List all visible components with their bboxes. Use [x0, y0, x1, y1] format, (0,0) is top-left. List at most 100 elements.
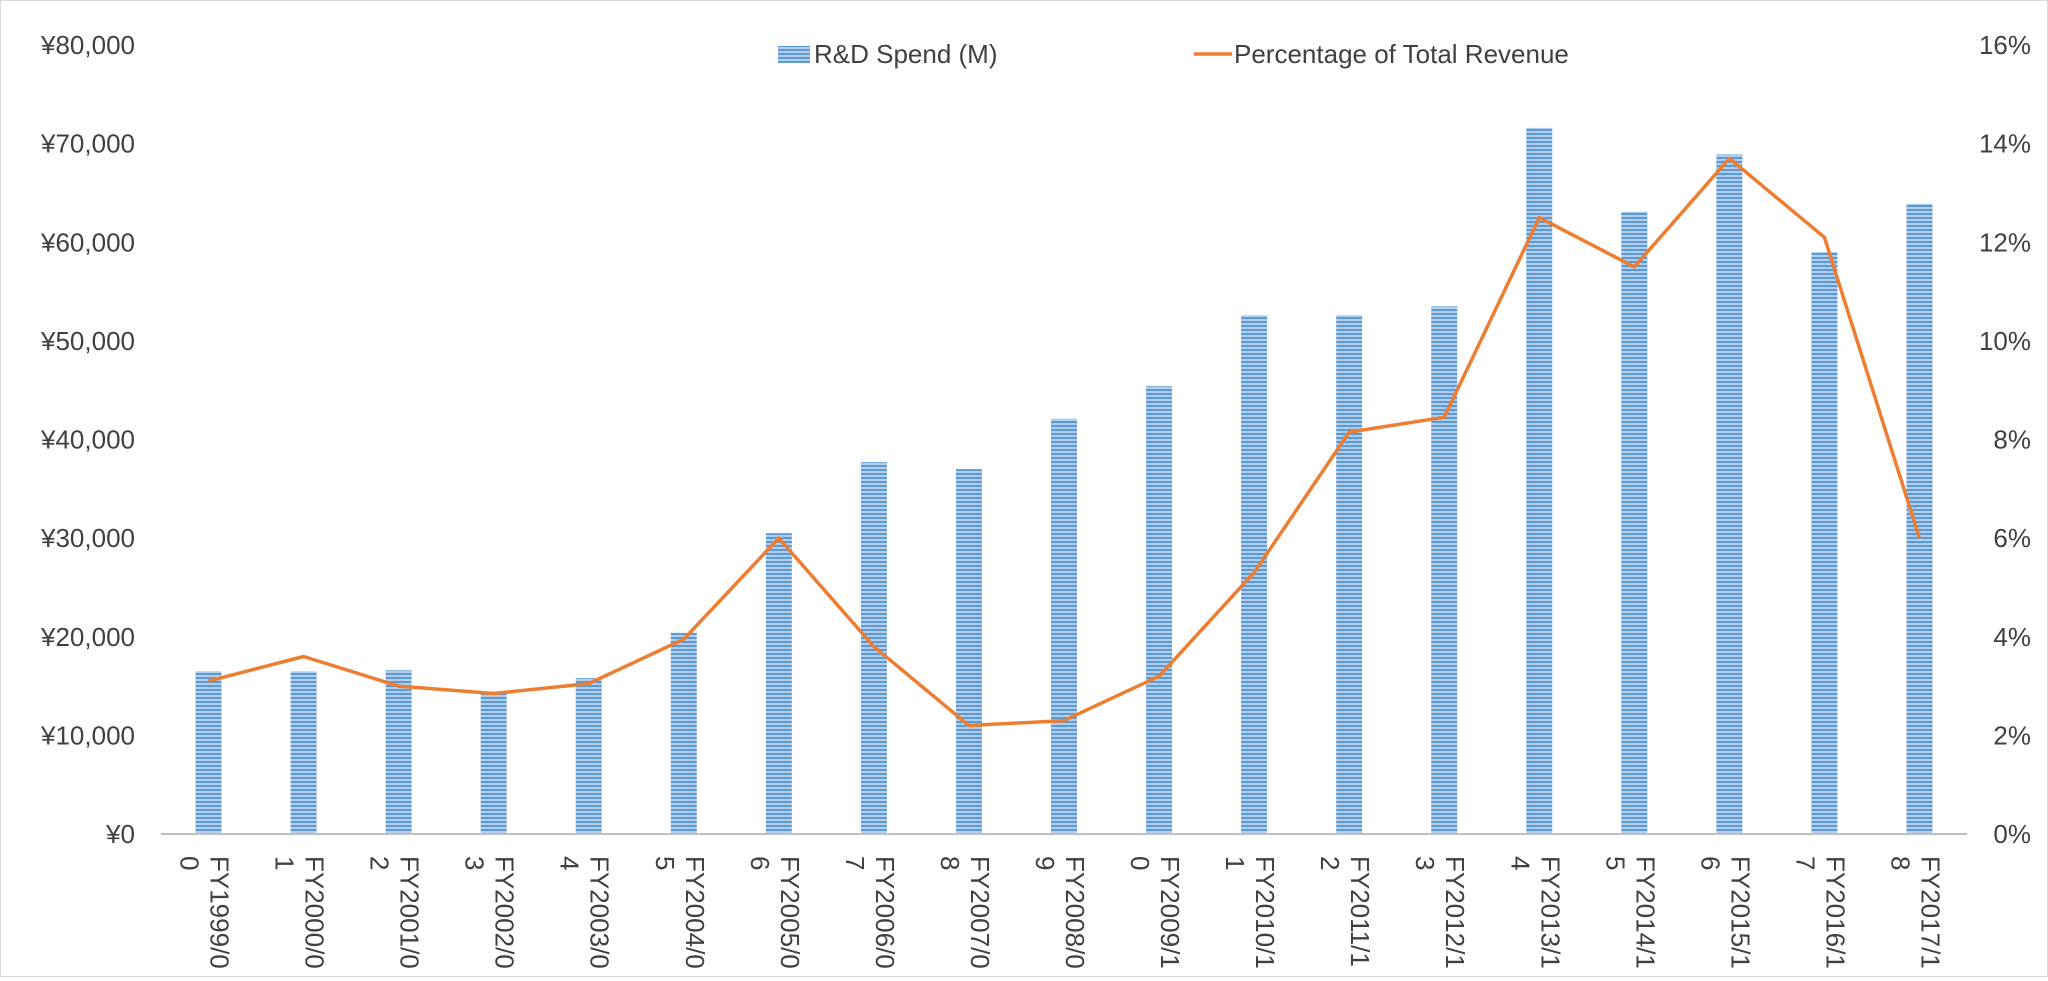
- right-axis-tick-label: 16%: [1979, 30, 2031, 60]
- x-axis-tick-label: FY2004/05: [650, 856, 710, 969]
- x-axis-tick-line2: 1: [270, 856, 300, 870]
- x-axis-tick-label: FY2011/12: [1315, 856, 1375, 967]
- bar-series: [195, 127, 1933, 835]
- x-axis-tick-line2: 9: [1030, 856, 1060, 870]
- bar: [385, 670, 412, 834]
- bar: [1051, 418, 1077, 834]
- x-axis-tick-line1: FY2000/0: [300, 856, 330, 969]
- x-axis-tick-label: FY2017/18: [1886, 856, 1946, 969]
- bar: [575, 678, 602, 834]
- bar: [670, 632, 697, 834]
- bar: [1336, 315, 1363, 834]
- bar: [480, 692, 507, 834]
- left-axis-tick-label: ¥20,000: [40, 622, 135, 652]
- left-axis-tick-label: ¥50,000: [40, 326, 135, 356]
- right-axis-tick-label: 4%: [1993, 622, 2031, 652]
- x-axis-tick-label: FY2006/07: [840, 856, 900, 969]
- x-axis-tick-label: FY2001/02: [365, 856, 425, 969]
- x-axis-tick-line2: 8: [1886, 856, 1916, 870]
- legend-label-bar: R&D Spend (M): [814, 39, 998, 69]
- x-axis-tick-line1: FY2014/1: [1630, 856, 1660, 969]
- x-axis-tick-line2: 5: [1600, 856, 1630, 870]
- right-axis-tick-label: 8%: [1993, 425, 2031, 455]
- x-axis-tick-label: FY2012/13: [1410, 856, 1470, 969]
- x-axis-tick-label: FY2000/01: [270, 856, 330, 969]
- x-axis-tick-line1: FY2013/1: [1535, 856, 1565, 969]
- legend-swatch-bar: [778, 46, 810, 63]
- right-axis-tick-label: 6%: [1993, 523, 2031, 553]
- x-axis-tick-line1: FY2006/0: [870, 856, 900, 969]
- bar: [1526, 127, 1553, 835]
- bar: [290, 671, 317, 834]
- right-axis-tick-label: 0%: [1993, 819, 2031, 849]
- left-axis-tick-label: ¥30,000: [40, 523, 135, 553]
- x-axis-tick-line1: FY2007/0: [965, 856, 995, 969]
- bar: [195, 671, 222, 834]
- x-axis-tick-label: FY2015/16: [1695, 856, 1755, 969]
- x-axis-tick-line2: 8: [935, 856, 965, 870]
- x-axis-tick-line2: 5: [650, 856, 680, 870]
- right-axis-tick-label: 2%: [1993, 720, 2031, 750]
- left-axis-tick-label: ¥40,000: [40, 425, 135, 455]
- x-axis-labels: FY1999/00 FY2000/01 FY2001/02 FY2002/03 FY20…: [175, 856, 1946, 969]
- x-axis-tick-label: FY2002/03: [460, 856, 520, 969]
- x-axis-tick-line2: 3: [1410, 856, 1440, 870]
- right-axis-tick-label: 10%: [1979, 326, 2031, 356]
- x-axis-tick-line2: 6: [1695, 856, 1725, 870]
- bar: [765, 533, 792, 834]
- x-axis-tick-label: FY2008/09: [1030, 856, 1090, 969]
- left-axis-tick-label: ¥70,000: [40, 129, 135, 159]
- bar: [955, 469, 982, 834]
- x-axis-tick-line2: 0: [1125, 856, 1155, 870]
- left-axis-tick-label: ¥80,000: [40, 30, 135, 60]
- x-axis-tick-line1: FY2002/0: [490, 856, 520, 969]
- x-axis-tick-line2: 7: [1790, 856, 1820, 870]
- x-axis-tick-line2: 2: [1315, 856, 1345, 870]
- right-axis-tick-label: 12%: [1979, 227, 2031, 257]
- x-axis-tick-label: FY2013/14: [1505, 856, 1565, 969]
- bar: [1811, 252, 1838, 835]
- left-axis-tick-label: ¥60,000: [40, 227, 135, 257]
- x-axis-tick-line1: FY2005/0: [775, 856, 805, 969]
- x-axis-tick-label: FY2005/06: [745, 856, 805, 969]
- x-axis-tick-label: FY2016/17: [1790, 856, 1850, 969]
- bar: [1906, 203, 1933, 834]
- bar: [1621, 211, 1648, 834]
- x-axis-tick-label: FY2003/04: [555, 856, 615, 969]
- legend-label-line: Percentage of Total Revenue: [1234, 39, 1569, 69]
- x-axis-tick-label: FY2014/15: [1600, 856, 1660, 969]
- x-axis-tick-line1: FY2016/1: [1820, 856, 1850, 969]
- x-axis-tick-line1: FY2015/1: [1725, 856, 1755, 969]
- x-axis-tick-line2: 0: [175, 856, 205, 870]
- line-series-percentage: [208, 156, 1922, 728]
- x-axis-tick-line1: FY2010/1: [1250, 856, 1280, 969]
- left-axis: ¥0 ¥10,000 ¥20,000 ¥30,000 ¥40,000 ¥50,000 ¥60…: [40, 30, 135, 849]
- x-axis-tick-line1: FY2008/0: [1060, 856, 1090, 969]
- right-axis-tick-label: 14%: [1979, 129, 2031, 159]
- x-axis-tick-label: FY2007/08: [935, 856, 995, 969]
- x-axis-tick-line2: 2: [365, 856, 395, 870]
- x-axis-tick-line1: FY2017/1: [1916, 856, 1946, 969]
- legend: R&D Spend (M) Percentage of Total Revenu…: [778, 39, 1569, 69]
- x-axis-tick-line2: 7: [840, 856, 870, 870]
- x-axis-tick-label: FY1999/00: [175, 856, 235, 969]
- x-axis-tick-line1: FY2009/1: [1155, 856, 1185, 969]
- bar: [1146, 386, 1173, 834]
- x-axis-tick-line2: 3: [460, 856, 490, 870]
- x-axis-tick-line1: FY2003/0: [585, 856, 615, 969]
- x-axis-tick-line1: FY2011/1: [1345, 856, 1375, 967]
- x-axis-tick-line2: 1: [1220, 856, 1250, 870]
- x-axis-tick-line2: 4: [555, 856, 585, 870]
- bar: [1431, 306, 1458, 834]
- bar: [1716, 154, 1743, 834]
- x-axis-tick-line1: FY2012/1: [1440, 856, 1470, 969]
- right-axis: 0% 2% 4% 6% 8% 10% 12% 14% 16%: [1979, 30, 2031, 849]
- x-axis-tick-line1: FY2001/0: [395, 856, 425, 969]
- x-axis-tick-label: FY2009/10: [1125, 856, 1185, 969]
- x-axis-tick-line2: 4: [1505, 856, 1535, 870]
- x-axis-tick-label: FY2010/11: [1220, 856, 1280, 969]
- left-axis-tick-label: ¥10,000: [40, 720, 135, 750]
- x-axis-tick-line2: 6: [745, 856, 775, 870]
